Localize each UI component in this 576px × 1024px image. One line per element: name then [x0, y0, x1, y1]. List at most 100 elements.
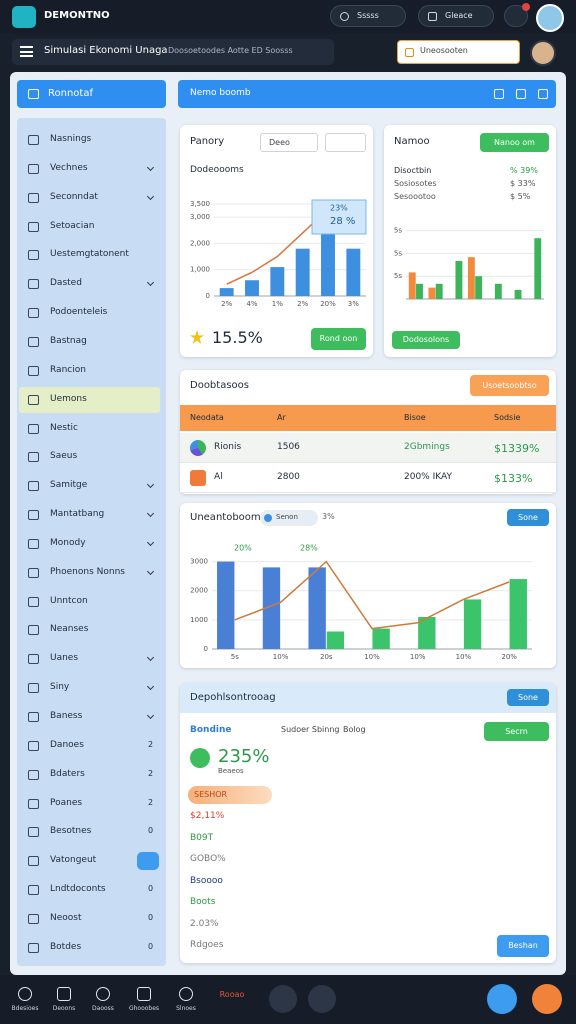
- item-icon: [28, 135, 39, 145]
- nav-round-button[interactable]: [269, 985, 297, 1013]
- sidebar-item[interactable]: Bastnag: [50, 335, 87, 346]
- bar: [245, 280, 259, 296]
- item-icon: [28, 712, 39, 722]
- sidebar-item[interactable]: Besotnes: [50, 826, 92, 837]
- bar: [346, 248, 361, 296]
- chip-dot: [264, 514, 272, 522]
- detail-footer-button[interactable]: Beshan: [497, 935, 549, 957]
- column-header: Sodsie: [494, 413, 521, 422]
- sidebar-item[interactable]: Danoes: [50, 739, 84, 750]
- sidebar-item[interactable]: Vechnes: [50, 162, 88, 173]
- nav-label[interactable]: Bdesioes: [11, 1005, 39, 1012]
- nav-icon[interactable]: [137, 987, 151, 1001]
- side-button[interactable]: Nanoo om: [480, 133, 549, 152]
- pill-label: Sssss: [357, 11, 379, 20]
- icon-button[interactable]: [325, 133, 366, 152]
- sidebar-item[interactable]: Lndtdoconts: [50, 884, 106, 895]
- sidebar-icon: [28, 89, 39, 99]
- nav-icon[interactable]: [18, 987, 32, 1001]
- column-header: Neodata: [190, 413, 224, 422]
- sidebar-item[interactable]: Phoenons Nonns: [50, 566, 125, 577]
- sidebar-item[interactable]: Monody: [50, 537, 86, 548]
- side-footer-button[interactable]: Dodosolons: [392, 331, 460, 349]
- nav-icon[interactable]: [96, 987, 110, 1001]
- y-tick-label: 1000: [190, 616, 208, 624]
- card-title: Panory: [190, 136, 225, 147]
- sidebar-item[interactable]: Baness: [50, 711, 83, 721]
- card-subtitle: Dodeoooms: [190, 165, 244, 175]
- bar: [262, 567, 281, 649]
- dropdown[interactable]: Deeo: [260, 133, 318, 152]
- detail-action[interactable]: Secrn: [484, 722, 549, 741]
- banner-icon[interactable]: [516, 89, 526, 99]
- sidebar-item[interactable]: Nestic: [50, 422, 78, 433]
- item-icon: [28, 163, 39, 174]
- table-button[interactable]: Usoetsoobtso: [470, 375, 549, 396]
- bar: [467, 257, 475, 299]
- notify-button[interactable]: [504, 5, 528, 27]
- bar: [494, 283, 502, 299]
- sidebar-item[interactable]: Botdes: [50, 941, 82, 952]
- nav-label[interactable]: Slnoes: [176, 1005, 196, 1012]
- bar: [308, 567, 326, 649]
- sidebar-item[interactable]: Nasnings: [50, 134, 92, 144]
- sidebar-item[interactable]: Neanses: [50, 624, 89, 635]
- fab-orange[interactable]: [532, 984, 562, 1014]
- nav-label[interactable]: Deoons: [52, 1005, 76, 1012]
- detail-tab[interactable]: Sudoer Sbinng: [281, 725, 340, 734]
- bar: [475, 276, 483, 299]
- trend-button[interactable]: Sone: [507, 509, 549, 526]
- sidebar-item[interactable]: Samitge: [50, 480, 88, 491]
- fab-blue[interactable]: [487, 984, 517, 1014]
- trend-line: [226, 208, 329, 285]
- nav-label[interactable]: Ghooobes: [128, 1005, 160, 1012]
- sidebar-item[interactable]: Mantatbang: [50, 509, 105, 520]
- annotation-box: [311, 199, 367, 235]
- page-subtitle: Doosoetoodes Aotte ED Soosss: [168, 46, 293, 55]
- header-avatar[interactable]: [530, 40, 556, 66]
- banner-icon[interactable]: [538, 89, 548, 99]
- y-tick-label: 1,000: [190, 266, 210, 274]
- sidebar-item[interactable]: Unntcon: [50, 595, 88, 606]
- nav-round-button[interactable]: [308, 985, 336, 1013]
- item-icon: [28, 885, 39, 896]
- sidebar-item[interactable]: Podoenteleis: [50, 307, 108, 318]
- sidebar-item[interactable]: Setoacian: [50, 220, 95, 231]
- bar: [321, 217, 335, 296]
- nav-icon[interactable]: [57, 987, 71, 1001]
- sidebar-item[interactable]: Seconndat: [50, 191, 98, 202]
- bar: [408, 272, 416, 299]
- annotation: 20%: [234, 544, 252, 553]
- sidebar-item[interactable]: Saeus: [50, 451, 78, 462]
- side-chart: 5s 5s 5s: [394, 227, 544, 300]
- sidebar-item[interactable]: Vatongeut: [50, 855, 97, 866]
- top-pill[interactable]: Sssss: [330, 5, 406, 27]
- sidebar-item[interactable]: Dasted: [50, 278, 82, 289]
- sidebar-item[interactable]: Uanes: [50, 653, 79, 664]
- sidebar-item[interactable]: Siny: [50, 682, 70, 693]
- bar: [463, 599, 482, 649]
- pill-icon: [428, 12, 437, 21]
- pill-icon: [340, 12, 349, 21]
- user-avatar[interactable]: [536, 4, 564, 32]
- detail-line: GOBO%: [190, 854, 226, 864]
- search-box[interactable]: Uneosooten: [397, 40, 520, 64]
- stat-icon: [190, 748, 210, 768]
- top-pill[interactable]: Gleace: [418, 5, 494, 27]
- x-tick-label: 3%: [348, 300, 359, 308]
- banner-icon[interactable]: [494, 89, 504, 99]
- detail-tab[interactable]: Bolog: [343, 725, 366, 734]
- nav-icon[interactable]: [179, 987, 193, 1001]
- sidebar-item[interactable]: Rancion: [50, 364, 86, 375]
- primary-button[interactable]: Rond oon: [311, 328, 366, 350]
- nav-label[interactable]: Rooao: [219, 990, 245, 999]
- sidebar-item[interactable]: Neoost: [50, 912, 82, 923]
- detail-button[interactable]: Sone: [507, 689, 549, 706]
- nav-label[interactable]: Daooss: [92, 1005, 114, 1012]
- sidebar-item[interactable]: Poanes: [50, 797, 83, 808]
- bar: [326, 631, 345, 649]
- sidebar-item[interactable]: Uestemgtatonent: [50, 249, 129, 260]
- chip[interactable]: Senon: [260, 510, 318, 526]
- sidebar-item[interactable]: Bdaters: [50, 768, 85, 779]
- sidebar-item[interactable]: Uemons: [50, 393, 87, 404]
